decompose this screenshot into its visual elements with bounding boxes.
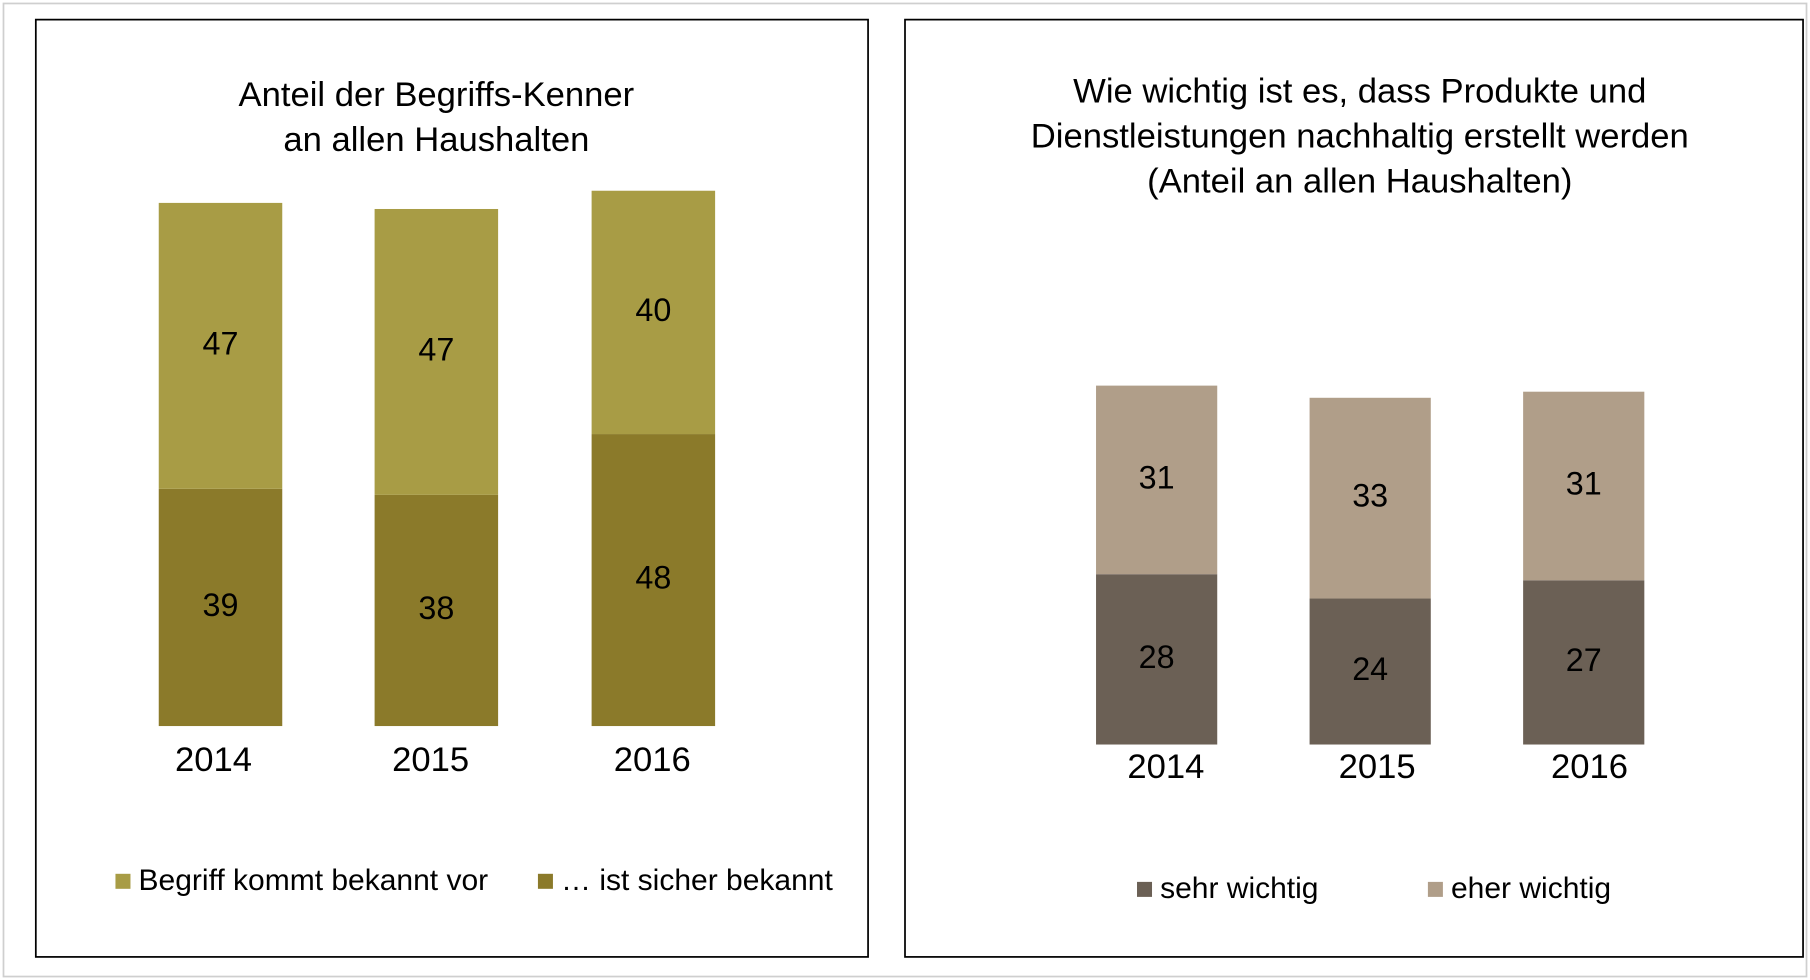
data-label: 33 <box>1352 478 1388 514</box>
bar-segment <box>1309 598 1431 745</box>
data-label: 40 <box>635 292 671 328</box>
x-tick-label: 2014 <box>1127 748 1204 786</box>
bar-segment <box>1096 385 1218 575</box>
x-tick-label: 2014 <box>175 741 252 779</box>
chart-title: Anteil der Begriffs-Kenner <box>239 76 635 114</box>
bar-segment <box>374 494 499 727</box>
x-tick-label: 2015 <box>1339 748 1416 786</box>
chart-title: an allen Haushalten <box>283 121 589 159</box>
data-label: 31 <box>1566 466 1602 502</box>
bar-segment <box>1096 574 1218 745</box>
legend-label: Begriff kommt bekannt vor <box>139 864 489 897</box>
chart-title: (Anteil an allen Haushalten) <box>1147 163 1572 201</box>
data-label: 24 <box>1352 651 1388 687</box>
bar-segment <box>1523 580 1645 745</box>
legend-swatch <box>1137 881 1153 897</box>
data-label: 27 <box>1566 642 1602 678</box>
x-tick-label: 2016 <box>614 741 691 779</box>
bar-segment <box>158 488 283 727</box>
legend-swatch <box>115 873 131 889</box>
x-tick-label: 2015 <box>392 741 469 779</box>
bar-segment <box>591 434 716 727</box>
data-label: 47 <box>203 325 239 361</box>
chart-title: Wie wichtig ist es, dass Produkte und <box>1073 73 1646 111</box>
bar-segment <box>1523 391 1645 581</box>
bar-segment <box>591 190 716 435</box>
panel-frame <box>34 18 869 958</box>
data-label: 38 <box>418 590 454 626</box>
legend-label: sehr wichtig <box>1160 872 1318 905</box>
legend-swatch <box>537 873 553 889</box>
x-tick-label: 2016 <box>1551 748 1628 786</box>
panel-frame <box>904 18 1804 958</box>
legend-label: eher wichtig <box>1451 872 1611 905</box>
data-label: 39 <box>203 587 239 623</box>
data-label: 28 <box>1139 639 1175 675</box>
bar-segment <box>158 202 283 489</box>
bar-segment <box>374 208 499 495</box>
bar-segment <box>1309 397 1431 599</box>
data-label: 47 <box>418 331 454 367</box>
chart-title: Dienstleistungen nachhaltig erstellt wer… <box>1031 118 1689 156</box>
data-label: 31 <box>1139 459 1175 495</box>
data-label: 48 <box>635 560 671 596</box>
legend-swatch <box>1427 881 1443 897</box>
legend-label: … ist sicher bekannt <box>561 864 833 897</box>
